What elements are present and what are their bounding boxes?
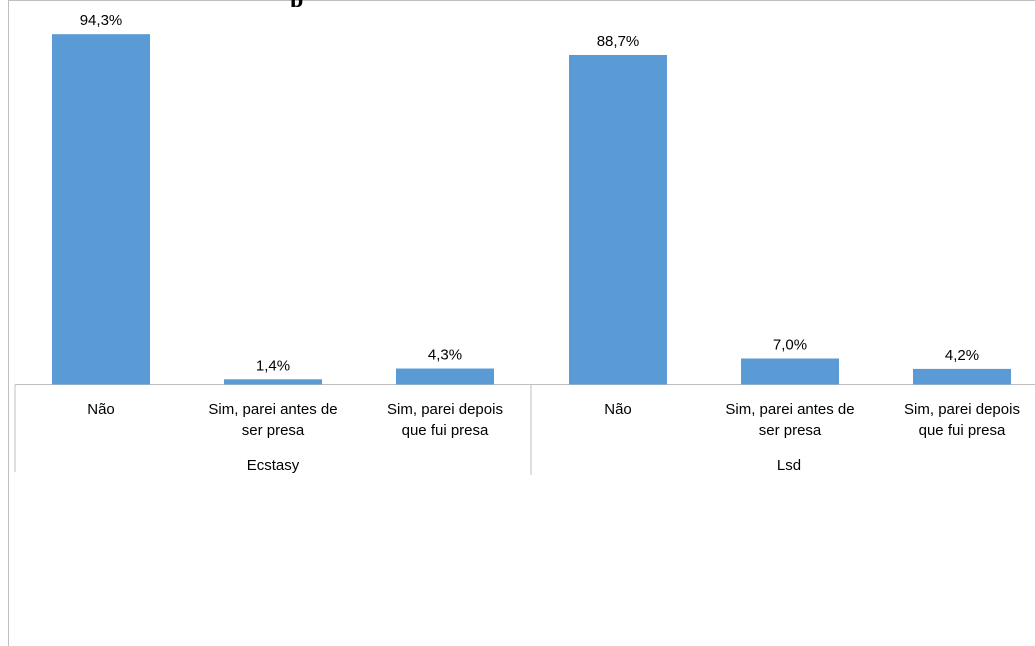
chart-area — [8, 0, 1035, 646]
x-tick-label: Não — [604, 401, 632, 418]
bar-ecstasy-3 — [396, 368, 494, 385]
data-label-ecstasy-3: 4,3% — [428, 347, 462, 364]
x-tick-label: Sim, parei depois — [387, 401, 503, 418]
group-label-lsd: Lsd — [777, 457, 801, 474]
x-tick-label: que fui presa — [919, 422, 1006, 439]
x-tick-label: Sim, parei antes de — [725, 401, 854, 418]
bar-lsd-3 — [913, 368, 1011, 385]
bar-lsd-1 — [569, 54, 667, 385]
x-tick-label: ser presa — [759, 422, 822, 439]
data-label-ecstasy-2: 1,4% — [256, 357, 290, 374]
x-tick-label: Sim, parei antes de — [208, 401, 337, 418]
x-tick-label: Sim, parei depois — [904, 401, 1020, 418]
group-label-ecstasy: Ecstasy — [247, 457, 300, 474]
x-tick-label: que fui presa — [402, 422, 489, 439]
data-label-ecstasy-1: 94,3% — [80, 12, 123, 29]
bar-ecstasy-1 — [52, 34, 150, 385]
clipped-title-fragment: p — [290, 0, 370, 7]
data-label-lsd-1: 88,7% — [597, 33, 640, 50]
x-tick-label: Não — [87, 401, 115, 418]
bar-lsd-2 — [741, 358, 839, 385]
x-tick-label: ser presa — [242, 422, 305, 439]
bar-ecstasy-2 — [224, 379, 322, 385]
data-label-lsd-3: 4,2% — [945, 347, 979, 364]
data-label-lsd-2: 7,0% — [773, 336, 807, 353]
